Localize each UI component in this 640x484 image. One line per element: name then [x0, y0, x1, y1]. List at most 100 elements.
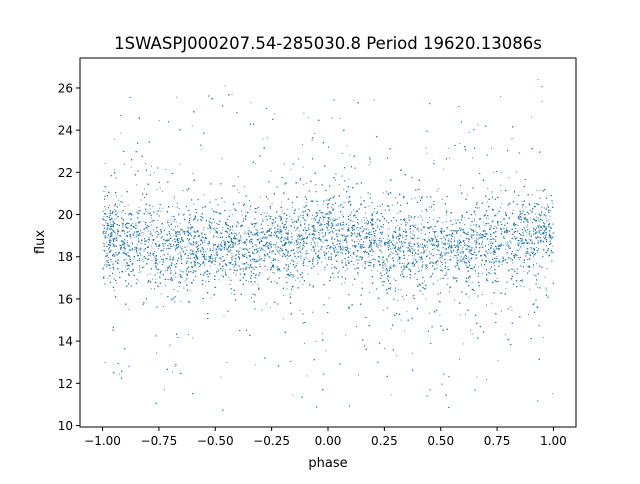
data-point	[204, 263, 206, 265]
data-point	[315, 341, 317, 342]
data-point	[316, 242, 318, 244]
data-point	[506, 258, 508, 260]
data-point	[513, 268, 515, 270]
data-point	[245, 211, 247, 213]
data-point	[377, 247, 379, 249]
data-point	[400, 319, 402, 321]
data-point	[205, 258, 207, 260]
data-point	[316, 255, 318, 257]
data-point	[270, 235, 272, 237]
data-point	[217, 247, 218, 249]
data-point	[173, 235, 175, 237]
data-point	[530, 217, 532, 219]
data-point	[253, 269, 255, 270]
data-point	[393, 278, 395, 280]
data-point	[348, 178, 350, 180]
data-point	[543, 236, 544, 238]
data-point	[551, 203, 553, 205]
data-point	[527, 213, 529, 215]
data-point	[349, 154, 351, 156]
data-point	[353, 253, 355, 255]
data-point	[357, 239, 359, 241]
data-point	[332, 209, 334, 211]
data-point	[156, 211, 158, 213]
data-point	[498, 244, 499, 246]
data-point	[258, 232, 260, 234]
data-point	[159, 187, 161, 189]
data-point	[519, 248, 521, 250]
data-point	[427, 247, 429, 249]
data-point	[461, 260, 463, 262]
data-point	[454, 219, 456, 221]
data-point	[288, 230, 290, 232]
data-point	[223, 246, 225, 248]
data-point	[496, 248, 498, 250]
data-point	[486, 379, 487, 380]
data-point	[539, 230, 541, 232]
data-point	[457, 241, 459, 243]
data-point	[193, 240, 195, 242]
data-point	[255, 273, 257, 275]
data-point	[125, 270, 127, 272]
data-point	[348, 251, 350, 252]
data-point	[364, 219, 366, 221]
data-point	[242, 270, 244, 272]
data-point	[220, 243, 221, 245]
data-point	[279, 230, 281, 232]
data-point	[135, 247, 137, 249]
data-point	[118, 199, 120, 201]
data-point	[417, 271, 419, 273]
data-point	[445, 249, 447, 251]
data-point	[143, 260, 145, 262]
data-point	[389, 227, 391, 229]
data-point	[317, 204, 319, 206]
data-point	[449, 157, 451, 159]
data-point	[498, 260, 500, 261]
data-point	[202, 229, 204, 231]
data-point	[189, 242, 191, 244]
data-point	[371, 255, 373, 257]
data-point	[135, 236, 137, 238]
data-point	[222, 248, 224, 250]
data-point	[126, 262, 128, 263]
data-point	[259, 196, 261, 198]
data-point	[544, 276, 546, 278]
data-point	[333, 218, 335, 220]
data-point	[341, 283, 343, 285]
data-point	[257, 248, 259, 249]
data-point	[466, 247, 468, 249]
data-point	[192, 250, 194, 252]
data-point	[455, 264, 457, 266]
data-point	[215, 248, 217, 250]
data-point	[138, 271, 140, 273]
data-point	[416, 261, 418, 263]
data-point	[361, 244, 363, 246]
data-point	[300, 234, 302, 236]
data-point	[418, 267, 419, 269]
data-point	[150, 224, 152, 226]
data-point	[317, 273, 319, 275]
data-point	[312, 238, 314, 240]
data-point	[386, 191, 388, 193]
data-point	[262, 244, 264, 246]
data-point	[404, 265, 406, 267]
data-point	[542, 240, 544, 242]
data-point	[462, 217, 463, 218]
data-point	[536, 252, 538, 254]
data-point	[133, 258, 135, 260]
data-point	[228, 277, 230, 279]
data-point	[472, 268, 474, 270]
data-point	[209, 258, 211, 260]
data-point	[478, 236, 479, 238]
data-point	[329, 232, 331, 234]
data-point	[161, 236, 163, 237]
data-point	[307, 117, 309, 119]
data-point	[322, 203, 324, 205]
data-point	[303, 112, 305, 114]
data-point	[523, 245, 525, 247]
data-point	[104, 224, 105, 226]
data-point	[329, 231, 331, 233]
data-point	[531, 234, 532, 236]
data-point	[479, 207, 480, 209]
data-point	[287, 264, 289, 266]
